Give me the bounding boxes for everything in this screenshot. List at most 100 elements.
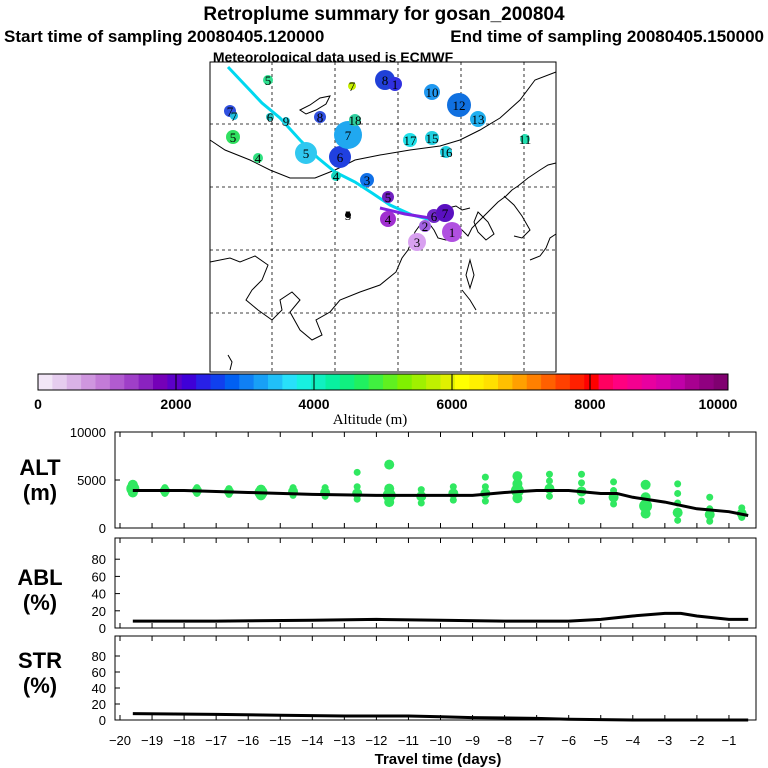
str-tick-label: 80 bbox=[92, 649, 106, 664]
alt-tick-label: 5000 bbox=[77, 473, 106, 488]
str-tick-label: 20 bbox=[92, 697, 106, 712]
x-tick-label: −1 bbox=[722, 733, 737, 748]
map-marker-label: 3 bbox=[364, 173, 371, 188]
alt-point bbox=[384, 483, 395, 494]
alt-point bbox=[610, 478, 618, 486]
alt-point bbox=[578, 470, 586, 478]
map-marker-label: 4 bbox=[255, 151, 262, 166]
map-marker-label: 17 bbox=[404, 133, 418, 148]
x-tick-label: −9 bbox=[465, 733, 480, 748]
str-axis-title: STR bbox=[18, 648, 62, 673]
map-marker-label: 13 bbox=[472, 112, 485, 127]
colorbar-cell bbox=[124, 374, 140, 390]
x-axis-label: Travel time (days) bbox=[375, 751, 502, 768]
colorbar-cell bbox=[282, 374, 298, 390]
colorbar-cell bbox=[526, 374, 542, 390]
map-marker-label: 16 bbox=[440, 145, 454, 160]
x-tick-label: −19 bbox=[141, 733, 163, 748]
abl-tick-label: 60 bbox=[92, 569, 106, 584]
trajectory-line bbox=[226, 65, 433, 222]
map-marker-label: 5 bbox=[303, 146, 310, 161]
map-marker-label: 7 bbox=[231, 109, 238, 124]
colorbar-label: Altitude (m) bbox=[333, 412, 408, 428]
alt-point bbox=[481, 497, 489, 505]
colorbar-cell bbox=[38, 374, 53, 390]
alt-point bbox=[353, 483, 361, 491]
x-tick-label: −8 bbox=[497, 733, 512, 748]
series-lines bbox=[132, 489, 749, 722]
map-marker bbox=[360, 173, 374, 187]
alt-point bbox=[512, 478, 523, 489]
map-marker bbox=[266, 113, 274, 121]
x-tick-label: −11 bbox=[398, 733, 419, 748]
map-marker bbox=[382, 191, 394, 203]
x-tick-label: −10 bbox=[429, 733, 451, 748]
colorbar-tick-10000: 10000 bbox=[699, 396, 738, 412]
map-marker bbox=[403, 133, 417, 147]
colorbar-cell bbox=[699, 374, 715, 390]
colorbar-cell bbox=[95, 374, 111, 390]
alt-axis-unit: (m) bbox=[23, 480, 57, 505]
alt-point bbox=[127, 479, 138, 490]
colorbar-cell bbox=[181, 374, 197, 390]
map-marker bbox=[349, 114, 361, 126]
colorbar-cell bbox=[426, 374, 441, 390]
abl-axis-unit: (%) bbox=[23, 590, 57, 615]
alt-point bbox=[704, 509, 715, 520]
map-marker bbox=[314, 111, 326, 123]
alt-point bbox=[481, 473, 489, 481]
colorbar-cell bbox=[81, 374, 96, 390]
alt-point bbox=[384, 459, 395, 470]
colorbar-cell bbox=[196, 374, 211, 390]
colorbar-cell bbox=[512, 374, 528, 390]
alt-tick-label: 0 bbox=[99, 521, 106, 536]
alt-axis-title: ALT bbox=[19, 455, 61, 480]
colorbar-cell bbox=[224, 374, 240, 390]
alt-point bbox=[481, 483, 489, 491]
map-marker-label: 18 bbox=[349, 113, 362, 128]
colorbar-cell bbox=[656, 374, 671, 390]
str-tick-label: 60 bbox=[92, 665, 106, 680]
map-marker bbox=[331, 171, 341, 181]
map-marker bbox=[425, 131, 439, 145]
abl-tick-label: 80 bbox=[92, 552, 106, 567]
met-data-label: Meteorological data used is ECMWF bbox=[213, 49, 454, 65]
colorbar-cell bbox=[440, 374, 456, 390]
map-marker bbox=[520, 134, 530, 144]
map-marker bbox=[253, 153, 263, 163]
map-marker bbox=[388, 77, 402, 91]
x-ticks: −20 −19 −18 −17 −16 −15 −14 −13 −12 −11 −10 −9 −8 −7 −… bbox=[109, 432, 736, 748]
colorbar-cell bbox=[584, 374, 600, 390]
x-tick-label: −7 bbox=[529, 733, 544, 748]
map-marker bbox=[329, 146, 351, 168]
abl-ticks: 80 60 40 20 0 bbox=[92, 552, 120, 636]
alt-point bbox=[672, 507, 683, 518]
map-marker-label: 11 bbox=[519, 132, 532, 147]
colorbar-cell bbox=[239, 374, 255, 390]
map-marker-label: 7 bbox=[442, 206, 449, 221]
map-marker bbox=[348, 82, 356, 90]
x-tick-label: −16 bbox=[237, 733, 259, 748]
colorbar-cell bbox=[555, 374, 571, 390]
colorbar-cell bbox=[641, 374, 657, 390]
abl-axis-title: ABL bbox=[17, 565, 62, 590]
map-marker bbox=[440, 146, 452, 158]
x-tick-label: −18 bbox=[173, 733, 195, 748]
x-tick-label: −20 bbox=[109, 733, 131, 748]
alt-point bbox=[353, 468, 361, 476]
map-marker bbox=[470, 111, 486, 127]
colorbar-tick-2000: 2000 bbox=[160, 396, 191, 412]
map-marker-label: 1 bbox=[449, 225, 456, 240]
x-tick-label: −12 bbox=[365, 733, 387, 748]
x-tick-label: −6 bbox=[561, 733, 576, 748]
alt-point bbox=[417, 486, 425, 494]
colorbar-cell bbox=[469, 374, 485, 390]
map-marker-label: 6 bbox=[431, 209, 438, 224]
map-marker-label: 8 bbox=[382, 73, 389, 88]
alt-point bbox=[449, 496, 457, 504]
map-marker bbox=[442, 222, 462, 242]
